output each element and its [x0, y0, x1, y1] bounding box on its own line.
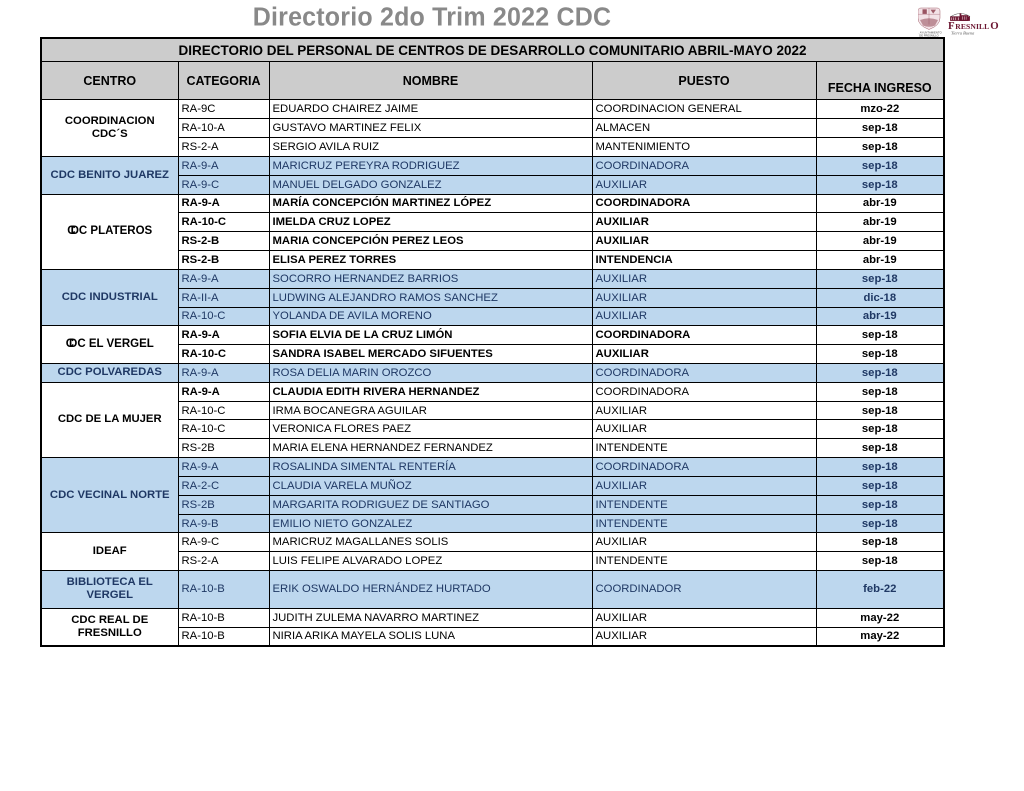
svg-text:Tierra Buena: Tierra Buena — [951, 31, 975, 36]
svg-text:O: O — [990, 20, 998, 32]
